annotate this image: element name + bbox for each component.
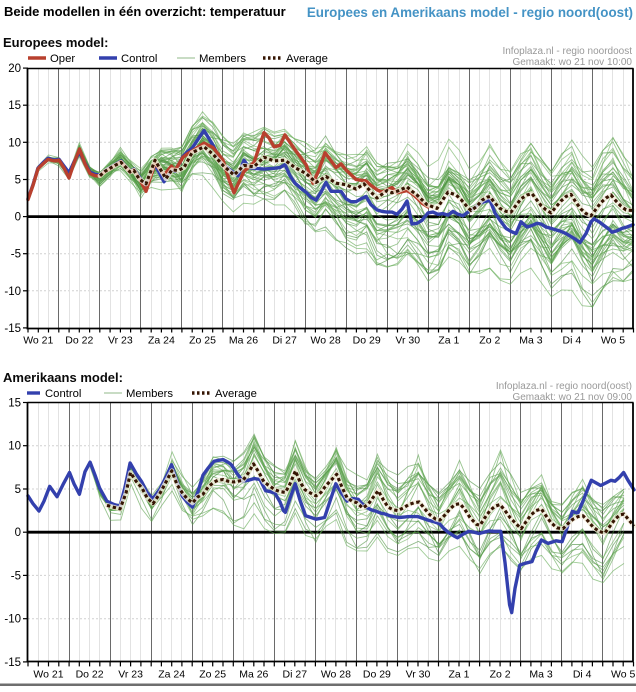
svg-text:-5: -5 [11,249,21,261]
svg-text:Wo 5: Wo 5 [601,335,625,347]
svg-text:-10: -10 [4,614,21,626]
svg-text:Di 4: Di 4 [573,668,592,680]
svg-text:Wo 21: Wo 21 [23,335,53,347]
svg-text:-15: -15 [4,657,21,669]
svg-text:15: 15 [8,100,21,112]
svg-text:10: 10 [8,441,21,453]
svg-text:Control: Control [45,388,81,400]
svg-text:Vr 30: Vr 30 [406,668,431,680]
svg-text:Members: Members [199,53,246,65]
svg-text:Do 29: Do 29 [353,335,381,347]
svg-text:15: 15 [8,398,21,410]
svg-text:Wo 28: Wo 28 [321,668,351,680]
svg-text:Infoplaza.nl - regio noord(oos: Infoplaza.nl - regio noord(oost) [496,381,632,392]
svg-text:Average: Average [286,53,328,65]
svg-text:Amerikaans model:: Amerikaans model: [3,370,123,385]
svg-text:Zo 25: Zo 25 [199,668,226,680]
svg-text:0: 0 [15,527,21,539]
svg-text:Za 1: Za 1 [448,668,469,680]
svg-text:Do 22: Do 22 [65,335,93,347]
svg-text:Wo 21: Wo 21 [33,668,63,680]
svg-text:Za 24: Za 24 [148,335,175,347]
svg-text:-5: -5 [11,570,21,582]
svg-text:Average: Average [215,388,257,400]
svg-text:Ma 3: Ma 3 [529,668,553,680]
svg-text:Ma 26: Ma 26 [239,668,268,680]
svg-text:Zo 2: Zo 2 [490,668,511,680]
svg-text:Vr 30: Vr 30 [395,335,420,347]
svg-text:Control: Control [121,53,157,65]
svg-text:Zo 2: Zo 2 [479,335,500,347]
svg-text:Gemaakt: wo 21 nov 09:00: Gemaakt: wo 21 nov 09:00 [512,392,632,403]
svg-text:20: 20 [8,63,21,75]
svg-text:Europees en Amerikaans model -: Europees en Amerikaans model - regio noo… [307,5,633,20]
svg-text:5: 5 [15,484,21,496]
svg-text:-10: -10 [4,286,21,298]
svg-text:Vr 23: Vr 23 [108,335,133,347]
svg-text:Ma 26: Ma 26 [229,335,258,347]
svg-text:Vr 23: Vr 23 [118,668,143,680]
svg-text:Za 24: Za 24 [158,668,185,680]
svg-text:-15: -15 [4,323,21,335]
svg-text:Ma 3: Ma 3 [519,335,543,347]
svg-text:Do 29: Do 29 [363,668,391,680]
svg-text:Beide modellen in één overzich: Beide modellen in één overzicht: tempera… [4,4,286,19]
svg-text:Zo 25: Zo 25 [189,335,216,347]
svg-text:Gemaakt: wo 21 nov 10:00: Gemaakt: wo 21 nov 10:00 [512,57,632,68]
svg-text:Infoplaza.nl - regio noordoost: Infoplaza.nl - regio noordoost [502,46,632,57]
svg-text:Do 22: Do 22 [76,668,104,680]
svg-text:Wo 28: Wo 28 [311,335,341,347]
svg-text:Za 1: Za 1 [438,335,459,347]
svg-text:0: 0 [15,212,21,224]
svg-text:Members: Members [126,388,173,400]
svg-text:5: 5 [15,175,21,187]
svg-text:Di 27: Di 27 [283,668,308,680]
svg-text:Europees model:: Europees model: [3,35,108,50]
svg-text:Di 4: Di 4 [563,335,582,347]
svg-text:Di 27: Di 27 [272,335,297,347]
svg-text:Wo 5: Wo 5 [611,668,635,680]
svg-text:Oper: Oper [50,53,75,65]
svg-text:10: 10 [8,137,21,149]
